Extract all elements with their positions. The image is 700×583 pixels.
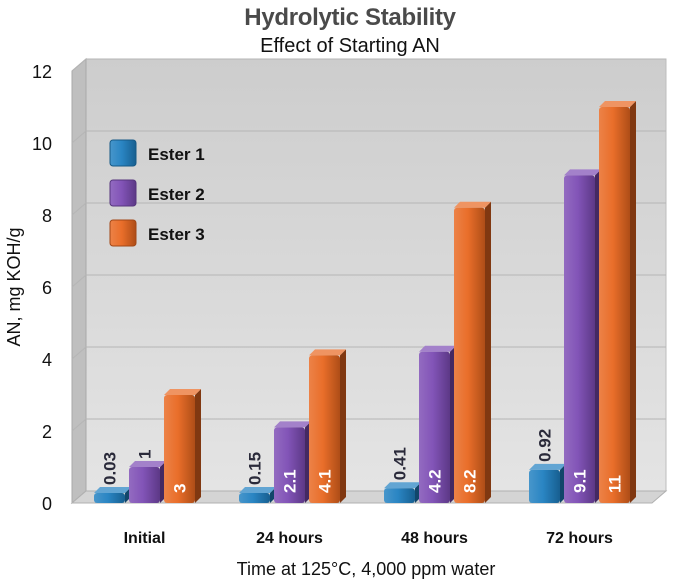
- x-tick-label: 48 hours: [401, 530, 468, 547]
- x-tick-label: Initial: [124, 530, 166, 547]
- x-axis-label: Time at 125°C, 4,000 ppm water: [237, 559, 496, 579]
- bar-top: [129, 461, 166, 467]
- bar-top: [564, 169, 601, 176]
- legend-swatch: [109, 139, 137, 167]
- bar: [454, 207, 485, 504]
- bar-top: [274, 421, 311, 428]
- bar: [94, 493, 125, 503]
- bar: [129, 467, 160, 503]
- data-label: 0.03: [101, 452, 120, 485]
- bar-top: [309, 349, 346, 356]
- legend-swatch: [109, 219, 137, 247]
- bar: [419, 351, 450, 503]
- legend-swatch: [109, 179, 137, 207]
- data-label: 4.1: [316, 469, 335, 493]
- bar-top: [239, 487, 276, 493]
- legend-label: Ester 3: [148, 225, 205, 244]
- data-label: 1: [136, 450, 155, 459]
- x-tick-label: 24 hours: [256, 530, 323, 547]
- y-tick-label: 8: [42, 206, 52, 226]
- data-label: 4.2: [426, 469, 445, 493]
- gridline: [71, 130, 666, 144]
- data-label: 2.1: [281, 469, 300, 493]
- bar-side: [195, 389, 201, 503]
- data-label: 11: [606, 475, 625, 493]
- bar-side: [340, 349, 346, 503]
- bar: [529, 469, 560, 503]
- y-tick-label: 4: [42, 350, 52, 370]
- bar-top: [419, 345, 456, 352]
- y-tick-label: 2: [42, 422, 52, 442]
- bar-top: [599, 101, 636, 107]
- bar: [309, 355, 340, 503]
- data-label: 0.92: [536, 429, 555, 462]
- data-label: 0.41: [391, 447, 410, 480]
- data-label: 9.1: [571, 469, 590, 493]
- bar: [239, 493, 270, 503]
- y-tick-label: 10: [32, 134, 52, 154]
- bar-side: [630, 101, 636, 503]
- bar-side: [485, 201, 491, 504]
- chart-title: Hydrolytic Stability: [244, 4, 456, 31]
- gridline: [71, 58, 666, 72]
- y-tick-label: 12: [32, 62, 52, 82]
- data-label: 8.2: [461, 469, 480, 493]
- bar: [384, 488, 415, 503]
- legend-label: Ester 1: [148, 145, 205, 164]
- bar: [599, 107, 630, 503]
- bar-top: [164, 389, 201, 395]
- x-tick-label: 72 hours: [546, 530, 613, 547]
- bar: [564, 175, 595, 503]
- bar: [274, 427, 305, 503]
- data-label: 0.15: [246, 452, 265, 485]
- bar-top: [529, 463, 566, 470]
- y-axis-label: AN, mg KOH/g: [4, 227, 24, 346]
- bar-top: [384, 482, 421, 489]
- chart-subtitle: Effect of Starting AN: [260, 35, 440, 57]
- data-label: 3: [171, 484, 190, 493]
- bar-top: [94, 487, 131, 493]
- bar-top: [454, 201, 491, 208]
- bar: [164, 395, 195, 503]
- y-tick-label: 0: [42, 494, 52, 514]
- legend-label: Ester 2: [148, 185, 205, 204]
- y-tick-label: 6: [42, 278, 52, 298]
